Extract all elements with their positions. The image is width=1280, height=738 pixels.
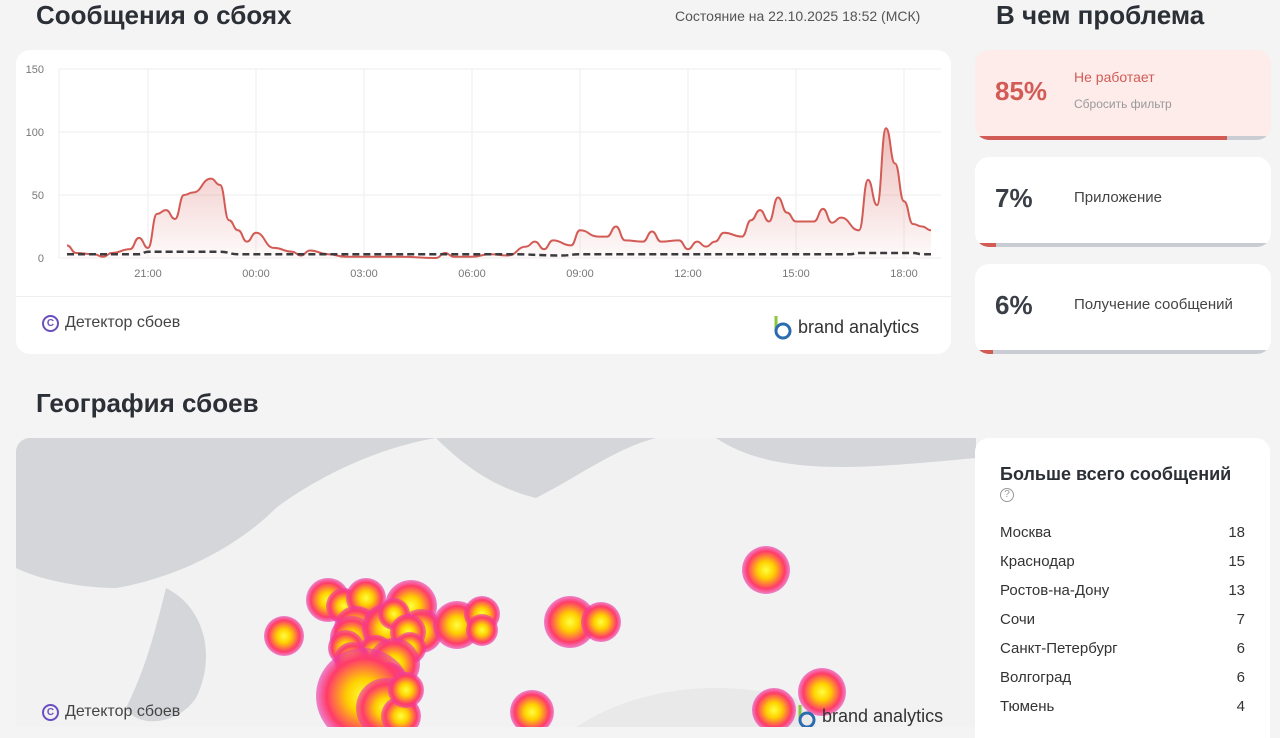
x-tick-label: 06:00 <box>458 268 486 280</box>
brand-analytics-icon <box>772 314 794 340</box>
problem-label: Получение сообщений <box>1074 296 1233 313</box>
city-name: Сочи <box>1000 611 1036 628</box>
x-tick-label: 03:00 <box>350 268 378 280</box>
problem-percent: 85% <box>995 76 1048 106</box>
detector-logo: C Детектор сбоев <box>42 703 180 721</box>
problem-bar-fill <box>975 243 996 247</box>
city-name: Тюмень <box>1000 698 1055 715</box>
heat-map[interactable]: C Детектор сбоев brand analytics <box>16 438 976 727</box>
brand-logo: brand analytics <box>772 314 919 340</box>
problem-percent: 7% <box>995 183 1033 213</box>
problem-label: Приложение <box>1074 189 1162 206</box>
x-tick-label: 18:00 <box>890 268 918 280</box>
series-line-reports <box>66 127 932 260</box>
city-count: 13 <box>1228 582 1245 599</box>
copyright-icon: C <box>42 314 59 332</box>
x-tick-label: 09:00 <box>566 268 594 280</box>
heat-point <box>798 668 846 716</box>
brand-logo: brand analytics <box>796 703 943 727</box>
heat-point <box>466 614 498 646</box>
city-count: 18 <box>1228 524 1245 541</box>
heat-point <box>388 672 424 708</box>
heat-point <box>510 690 554 727</box>
city-name: Волгоград <box>1000 669 1072 686</box>
city-row[interactable]: Краснодар 15 <box>1000 553 1245 570</box>
problem-card-app[interactable]: 7% Приложение <box>975 157 1271 247</box>
city-row[interactable]: Москва 18 <box>1000 524 1245 541</box>
problem-label: Не работает <box>1074 69 1155 85</box>
brand-label: brand analytics <box>822 705 944 726</box>
city-name: Краснодар <box>1000 553 1075 570</box>
brand-label: brand analytics <box>798 316 920 337</box>
reset-filter-link[interactable]: Сбросить фильтр <box>1074 97 1172 111</box>
outage-chart[interactable]: 0 50 100 150 21:00 00:00 03:00 06:00 09:00 12:00 1… <box>16 50 951 300</box>
top-cities-panel: Больше всего сообщений ? Москва 18 Краснод… <box>975 438 1270 738</box>
heat-point <box>264 616 304 656</box>
problem-card-receiving[interactable]: 6% Получение сообщений <box>975 264 1271 354</box>
page-title: Сообщения о сбоях <box>36 0 292 30</box>
city-row[interactable]: Волгоград 6 <box>1000 669 1245 686</box>
detector-label: Детектор сбоев <box>65 703 181 720</box>
x-tick-label: 12:00 <box>674 268 702 280</box>
city-row[interactable]: Сочи 7 <box>1000 611 1245 628</box>
problem-bar <box>975 136 1271 140</box>
x-tick-label: 21:00 <box>134 268 162 280</box>
city-count: 6 <box>1236 640 1245 657</box>
y-tick-label: 50 <box>32 190 44 202</box>
city-count: 6 <box>1236 669 1245 686</box>
y-tick-label: 0 <box>38 253 44 265</box>
problem-bar-fill <box>975 350 993 354</box>
city-row[interactable]: Тюмень 4 <box>1000 698 1245 715</box>
city-name: Москва <box>1000 524 1052 541</box>
problem-percent: 6% <box>995 290 1033 320</box>
top-cities-title: Больше всего сообщений <box>1000 464 1232 484</box>
divider <box>16 296 951 297</box>
detector-label: Детектор сбоев <box>65 314 181 331</box>
x-tick-label: 15:00 <box>782 268 810 280</box>
heat-point <box>752 688 796 727</box>
city-count: 4 <box>1236 698 1245 715</box>
detector-logo: C Детектор сбоев <box>42 314 180 332</box>
geo-title: География сбоев <box>36 388 259 418</box>
help-icon[interactable]: ? <box>1000 488 1014 502</box>
city-count: 15 <box>1228 553 1245 570</box>
status-timestamp: Состояние на 22.10.2025 18:52 (МСК) <box>675 8 921 24</box>
city-row[interactable]: Ростов-на-Дону 13 <box>1000 582 1245 599</box>
city-row[interactable]: Санкт-Петербург 6 <box>1000 640 1245 657</box>
series-line-baseline <box>67 250 931 257</box>
heat-point <box>742 546 790 594</box>
city-name: Санкт-Петербург <box>1000 640 1118 657</box>
x-tick-label: 00:00 <box>242 268 270 280</box>
city-name: Ростов-на-Дону <box>1000 582 1110 599</box>
city-count: 7 <box>1236 611 1245 628</box>
series-area <box>67 128 931 258</box>
heat-point <box>581 602 621 642</box>
problem-bar <box>975 243 1271 247</box>
chart-card: 0 50 100 150 21:00 00:00 03:00 06:00 09:00 12:00 1… <box>16 50 951 354</box>
brand-analytics-icon <box>796 703 818 727</box>
y-tick-label: 100 <box>26 127 44 139</box>
copyright-icon: C <box>42 703 59 721</box>
problem-bar-fill <box>975 136 1227 140</box>
problem-bar <box>975 350 1271 354</box>
problem-card-not-working[interactable]: 85% Не работает Сбросить фильтр <box>975 50 1271 140</box>
y-tick-label: 150 <box>26 64 44 76</box>
problem-title: В чем проблема <box>996 0 1205 30</box>
